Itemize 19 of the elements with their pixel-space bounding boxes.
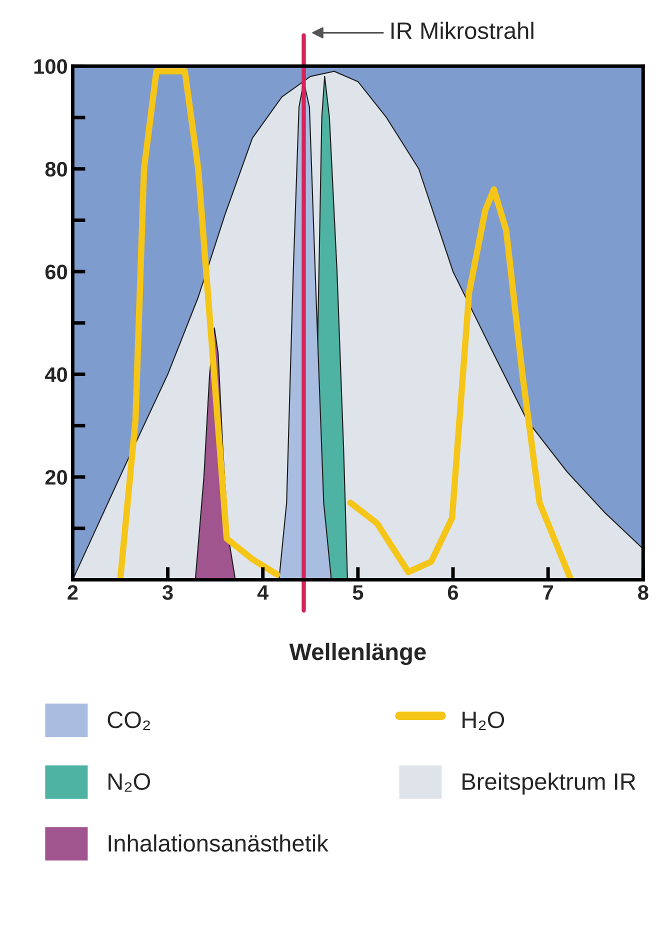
legend-label: H₂O <box>462 711 504 730</box>
y-tick-label: 80 <box>45 162 67 177</box>
legend-label: CO₂ <box>108 711 150 730</box>
x-tick-label: 7 <box>543 585 553 600</box>
y-tick-label: 20 <box>45 470 67 485</box>
y-tick-label: 40 <box>44 367 67 382</box>
legend-label: Inhalationsanästhetik <box>108 834 328 852</box>
x-tick-label: 3 <box>162 585 173 600</box>
x-tick-label: 6 <box>448 585 458 600</box>
x-tick-label: 8 <box>638 585 648 600</box>
ref-line-label: IR Mikrostrahl <box>391 22 534 40</box>
x-tick-label: 4 <box>257 585 269 600</box>
x-tick-label: 2 <box>68 585 78 600</box>
y-tick-label: 60 <box>45 264 67 280</box>
legend-label: N₂O <box>108 773 150 792</box>
x-axis-title: Wellenlänge <box>289 642 426 665</box>
y-tick-label: 100 <box>34 59 67 74</box>
legend-label: Breitspektrum IR <box>462 772 636 795</box>
x-tick-label: 5 <box>352 585 364 600</box>
